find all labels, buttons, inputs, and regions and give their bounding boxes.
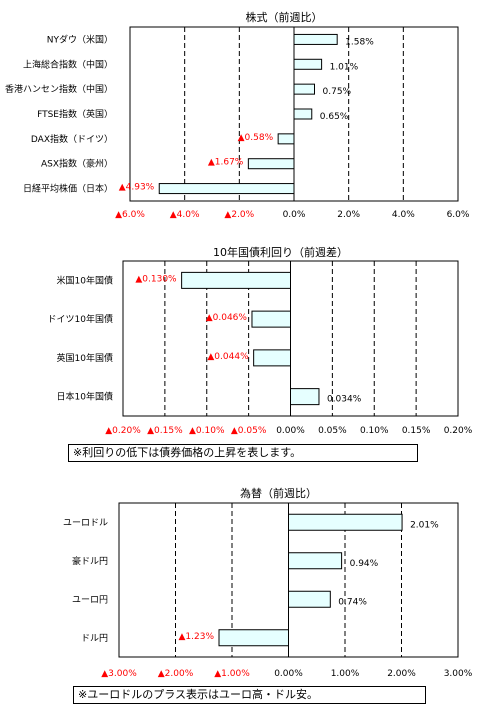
bar — [290, 388, 320, 406]
category-label: ユーロドル — [63, 518, 108, 528]
category-label: 日本10年国債 — [57, 391, 113, 403]
chart-3: 為替（前週比） ▲3.00% ▲2.00% ▲1.00% 0.00% 1.00% 2.00%… — [63, 486, 473, 679]
tick-label: 0.05% — [318, 426, 347, 436]
data-label: 0.94% — [350, 559, 379, 569]
bar — [247, 158, 295, 170]
fx-note: ※ユーロドルのプラス表示はユーロ高・ドル安。 — [73, 686, 426, 704]
category-label: ドイツ10年国債 — [48, 313, 113, 325]
tick-label: 0.00% — [274, 669, 303, 679]
category-label: FTSE指数（英国） — [37, 108, 113, 120]
tick-label: ▲0.10% — [189, 426, 225, 436]
tick-label: ▲2.0% — [224, 210, 254, 220]
chart-1: 株式（前週比） ▲6.0% ▲4.0% ▲2.0% 0.0% 2.0% 4.0% 6.0% NY… — [5, 10, 470, 220]
tick-label: 0.15% — [402, 426, 431, 436]
tick-label: 3.00% — [444, 669, 473, 679]
tick-label: 0.0% — [283, 210, 306, 220]
chart-2: 10年国債利回り（前週差） ▲0.20% ▲0.15% ▲0.10% ▲0.05% 0.0… — [48, 245, 473, 436]
tick-label: 4.0% — [392, 210, 415, 220]
data-label: 0.65% — [320, 112, 349, 122]
tick-label: 0.00% — [276, 426, 305, 436]
tick-label: ▲3.00% — [101, 669, 137, 679]
tick-label: ▲4.0% — [170, 210, 200, 220]
data-label: 0.74% — [338, 597, 367, 607]
tick-label: ▲0.15% — [147, 426, 183, 436]
data-label: 0.75% — [323, 87, 352, 97]
bar — [218, 629, 290, 647]
data-label: 2.01% — [410, 520, 439, 530]
tick-label: ▲0.05% — [231, 426, 267, 436]
data-label: ▲4.93% — [119, 183, 155, 193]
bar — [288, 590, 331, 608]
data-label: 0.034% — [327, 395, 362, 405]
data-label: ▲0.044% — [207, 352, 249, 362]
chart-title: 10年国債利回り（前週差） — [213, 245, 348, 259]
bar — [277, 133, 295, 145]
bar — [288, 552, 343, 570]
bar — [288, 513, 403, 531]
data-label: ▲1.23% — [178, 632, 214, 642]
bar — [293, 108, 313, 120]
bond-yield-note: ※利回りの低下は債券価格の上昇を表します。 — [68, 444, 418, 462]
chart-title: 株式（前週比） — [246, 10, 323, 24]
data-label: 1.01% — [330, 62, 359, 72]
tick-label: 2.0% — [337, 210, 360, 220]
bar — [293, 33, 338, 45]
data-label: ▲0.130% — [135, 274, 177, 284]
tick-label: ▲2.00% — [158, 669, 194, 679]
chart-title: 為替（前週比） — [240, 486, 317, 500]
category-label: DAX指数（ドイツ） — [31, 133, 113, 145]
bar — [293, 83, 315, 95]
bar — [293, 58, 323, 70]
tick-label: 0.20% — [444, 426, 473, 436]
category-label: 香港ハンセン指数（中国） — [5, 83, 113, 95]
tick-label: 6.0% — [447, 210, 470, 220]
data-label: ▲1.67% — [208, 158, 244, 168]
data-label: ▲0.046% — [206, 313, 248, 323]
category-label: ASX指数（豪州） — [41, 158, 113, 170]
category-label: ユーロ円 — [72, 594, 108, 605]
tick-label: ▲0.20% — [105, 426, 141, 436]
tick-label: ▲1.00% — [214, 669, 250, 679]
bar — [253, 349, 291, 367]
category-label: NYダウ（米国） — [47, 33, 113, 45]
bar — [251, 310, 292, 328]
tick-label: 2.00% — [387, 669, 416, 679]
data-label: 1.58% — [345, 37, 374, 47]
category-label: 米国10年国債 — [57, 274, 113, 286]
tick-label: ▲6.0% — [115, 210, 145, 220]
category-label: 豪ドル円 — [72, 555, 108, 567]
category-label: 日経平均株価（日本） — [23, 183, 113, 195]
category-label: ドル円 — [81, 633, 108, 644]
data-label: ▲0.58% — [238, 133, 274, 143]
tick-label: 1.00% — [331, 669, 360, 679]
bar — [158, 183, 295, 195]
category-label: 上海総合指数（中国） — [23, 58, 113, 70]
category-label: 英国10年国債 — [57, 352, 113, 364]
bar — [181, 271, 291, 289]
tick-label: 0.10% — [360, 426, 389, 436]
